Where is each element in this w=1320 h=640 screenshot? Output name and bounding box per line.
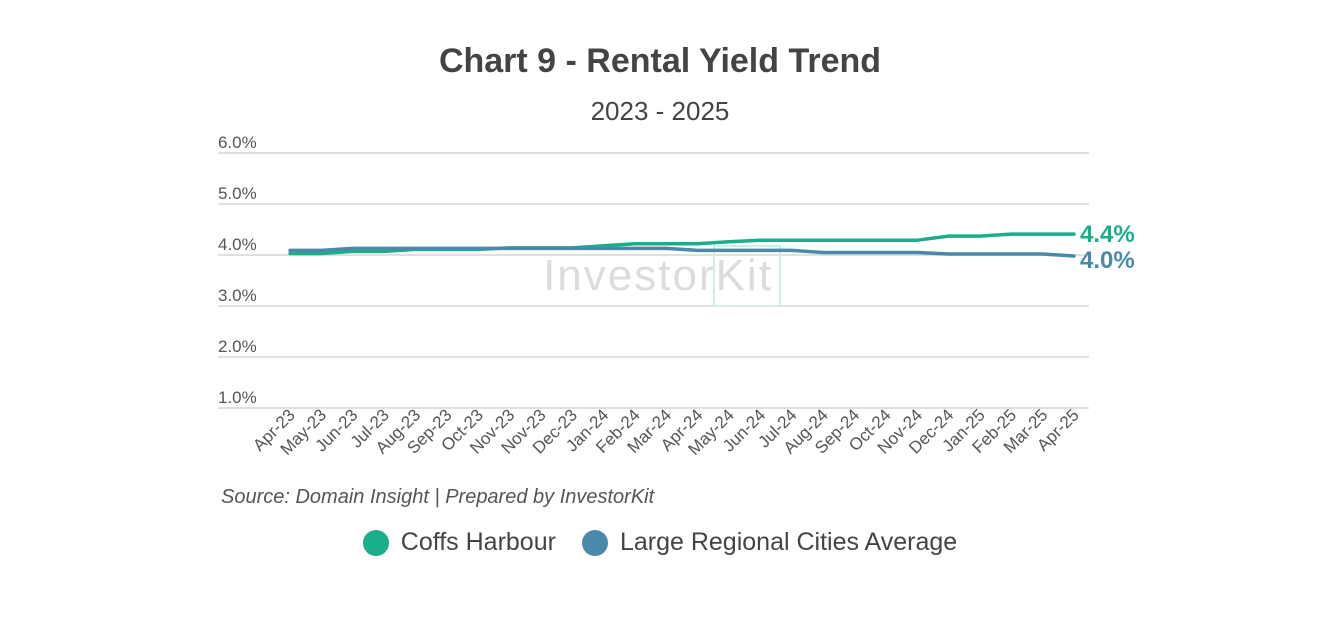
legend-item-large-regional: Large Regional Cities Average bbox=[581, 528, 958, 557]
source-note: Source: Domain Insight | Prepared by Inv… bbox=[221, 486, 655, 508]
watermark-text: InvestorKit bbox=[543, 251, 773, 300]
legend-marker-coffs-harbour bbox=[362, 529, 389, 556]
series-end-label-0: 4.4% bbox=[1080, 221, 1135, 248]
chart-legend: Coffs Harbour Large Regional Cities Aver… bbox=[0, 528, 1320, 557]
chart-subtitle: 2023 - 2025 bbox=[590, 96, 730, 126]
y-tick-label: 1.0% bbox=[218, 388, 257, 407]
legend-item-coffs-harbour: Coffs Harbour bbox=[362, 528, 556, 557]
legend-label-coffs-harbour: Coffs Harbour bbox=[400, 528, 556, 556]
series-line-1 bbox=[288, 246, 1076, 258]
chart-title: Chart 9 - Rental Yield Trend bbox=[438, 42, 882, 80]
y-tick-label: 3.0% bbox=[218, 286, 257, 305]
y-tick-label: 5.0% bbox=[218, 184, 257, 203]
series-end-label-1: 4.0% bbox=[1080, 247, 1135, 274]
y-tick-label: 6.0% bbox=[218, 133, 257, 152]
line-chart: 1.0%2.0%3.0%4.0%5.0%6.0%InvestorKit4.4%4… bbox=[218, 133, 1135, 459]
legend-label-large-regional: Large Regional Cities Average bbox=[619, 528, 958, 556]
y-tick-label: 4.0% bbox=[218, 235, 257, 254]
watermark-logo-box bbox=[713, 245, 781, 307]
y-tick-label: 2.0% bbox=[218, 337, 257, 356]
legend-marker-large-regional bbox=[581, 529, 608, 556]
